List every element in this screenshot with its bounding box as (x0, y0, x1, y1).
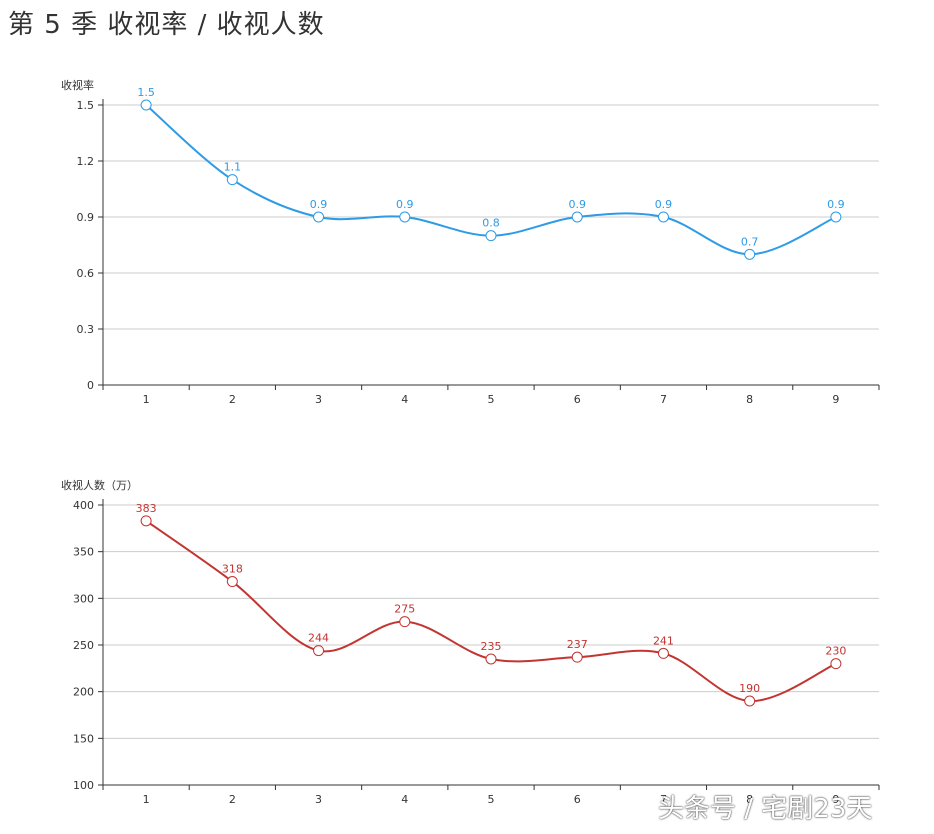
rating-data-label: 0.9 (396, 198, 414, 211)
rating-data-label: 0.9 (655, 198, 673, 211)
rating-data-point (140, 99, 152, 111)
viewers-data-label: 383 (136, 502, 157, 515)
rating-data-point (571, 211, 583, 223)
rating-data-point (399, 211, 411, 223)
rating-x-tick-label: 6 (574, 393, 581, 406)
rating-x-tick-label: 3 (315, 393, 322, 406)
viewers-y-axis-title: 收视人数（万） (61, 478, 138, 492)
viewers-x-tick-label: 6 (574, 793, 581, 806)
rating-data-label: 1.1 (224, 161, 242, 174)
viewers-series-line (145, 520, 837, 703)
rating-y-tick-label: 1.5 (77, 99, 95, 112)
page-title: 第 5 季 收视率 / 收视人数 (8, 10, 325, 40)
viewers-x-tick-label: 3 (315, 793, 322, 806)
viewers-y-tick-label: 100 (73, 779, 94, 792)
rating-y-tick-label: 0 (87, 379, 94, 392)
rating-data-point (830, 211, 842, 223)
rating-x-tick-label: 1 (143, 393, 150, 406)
rating-x-tick-label: 5 (488, 393, 495, 406)
rating-x-tick-label: 8 (746, 393, 753, 406)
viewers-data-point (485, 653, 497, 665)
viewers-y-tick-label: 400 (73, 499, 94, 512)
viewers-data-label: 230 (825, 645, 846, 658)
rating-line-chart: 收视率 0 0.3 0.6 0.9 1.2 1.5 1 2 3 4 5 6 7 8 9 1.5 1.1 0.9 0.9… (61, 78, 880, 406)
viewers-data-label: 244 (308, 632, 329, 645)
viewers-data-label: 318 (222, 563, 243, 576)
viewers-y-tick-label: 250 (73, 639, 94, 652)
rating-x-tick-label: 4 (401, 393, 408, 406)
viewers-data-point (399, 616, 411, 628)
rating-data-label: 0.9 (568, 198, 586, 211)
rating-data-label: 0.9 (827, 198, 845, 211)
rating-data-point (657, 211, 669, 223)
rating-data-label: 0.8 (482, 217, 500, 230)
viewers-x-tick-label: 1 (143, 793, 150, 806)
viewers-x-tick-label: 7 (660, 793, 667, 806)
rating-y-tick-label: 1.2 (77, 155, 95, 168)
viewers-data-label: 275 (394, 603, 415, 616)
viewers-data-point (313, 645, 325, 657)
viewers-y-tick-label: 150 (73, 732, 94, 745)
rating-y-tick-label: 0.9 (77, 211, 95, 224)
viewers-data-label: 235 (481, 640, 502, 653)
viewers-data-label: 241 (653, 634, 674, 647)
viewers-data-point (226, 576, 238, 588)
rating-data-point (226, 174, 238, 186)
rating-y-axis-title: 收视率 (61, 78, 94, 92)
viewers-x-tick-label: 9 (832, 793, 839, 806)
rating-y-tick-label: 0.3 (77, 323, 95, 336)
viewers-x-tick-label: 2 (229, 793, 236, 806)
viewers-data-point (657, 647, 669, 659)
viewers-y-tick-label: 350 (73, 546, 94, 559)
viewers-y-tick-label: 300 (73, 592, 94, 605)
rating-data-label: 0.7 (741, 235, 759, 248)
rating-data-point (744, 248, 756, 260)
rating-x-tick-label: 9 (832, 393, 839, 406)
viewers-x-tick-label: 4 (401, 793, 408, 806)
rating-data-point (485, 230, 497, 242)
viewers-x-tick-label: 8 (746, 793, 753, 806)
rating-y-tick-label: 0.6 (77, 267, 95, 280)
viewers-data-point (571, 651, 583, 663)
rating-x-tick-label: 2 (229, 393, 236, 406)
rating-data-label: 0.9 (310, 198, 328, 211)
viewers-data-point (140, 515, 152, 527)
viewers-data-point (744, 695, 756, 707)
rating-x-tick-label: 7 (660, 393, 667, 406)
rating-data-label: 1.5 (137, 86, 155, 99)
viewers-data-point (830, 658, 842, 670)
viewers-x-tick-label: 5 (488, 793, 495, 806)
viewers-y-tick-label: 200 (73, 686, 94, 699)
viewers-line-chart: 收视人数（万） 100 150 200 250 300 350 400 1 2 3 4 5 6 7 8 9 383… (61, 478, 880, 806)
rating-data-point (313, 211, 325, 223)
watermark: 头条号 / 宅剧23天 (658, 794, 873, 824)
viewers-data-label: 190 (739, 682, 760, 695)
viewers-data-label: 237 (567, 638, 588, 651)
